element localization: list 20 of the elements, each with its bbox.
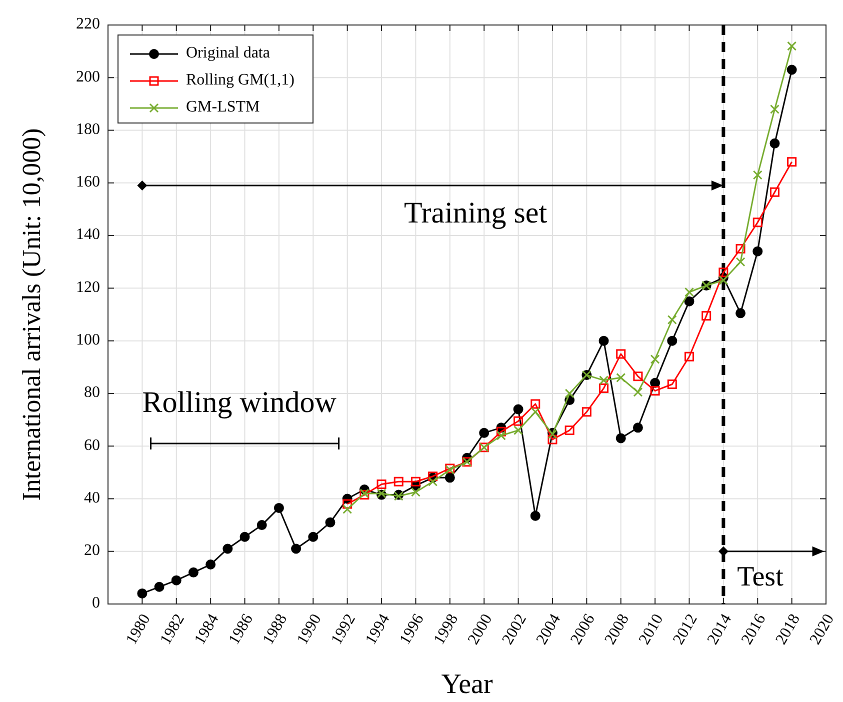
- y-tick-label: 100: [76, 331, 100, 348]
- y-tick-label: 160: [76, 174, 100, 191]
- y-tick-label: 0: [92, 594, 100, 612]
- y-tick-label: 20: [84, 542, 100, 560]
- legend-label: GM-LSTM: [186, 98, 260, 116]
- legend-label: Original data: [186, 44, 270, 62]
- y-tick-label: 200: [76, 68, 100, 86]
- y-tick-label: 140: [76, 226, 100, 244]
- annotation: Test: [737, 562, 784, 593]
- y-tick-label: 40: [84, 489, 100, 506]
- y-tick-label: 220: [76, 16, 100, 33]
- x-axis-title: Year: [441, 669, 494, 700]
- y-axis-title: International arrivals (Unit: 10,000): [17, 128, 46, 501]
- annotation: Training set: [404, 196, 548, 230]
- y-tick-label: 60: [84, 436, 100, 454]
- legend-label: Rolling GM(1,1): [186, 72, 294, 89]
- y-tick-label: 80: [84, 384, 100, 402]
- annotation: Rolling window: [142, 386, 337, 419]
- y-tick-label: 120: [76, 278, 100, 296]
- y-tick-label: 180: [76, 120, 100, 138]
